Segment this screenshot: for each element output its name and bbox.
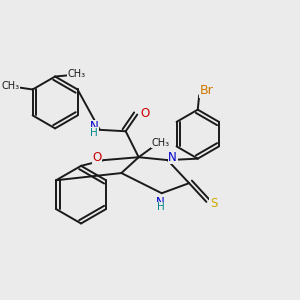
Text: N: N [156,196,165,209]
Text: Br: Br [200,84,213,98]
Text: N: N [168,151,177,164]
Text: H: H [157,202,164,212]
Text: CH₃: CH₃ [2,81,20,91]
Text: N: N [90,120,98,134]
Text: H: H [90,128,98,138]
Text: CH₃: CH₃ [67,69,85,79]
Text: O: O [92,151,101,164]
Text: CH₃: CH₃ [151,138,169,148]
Text: S: S [210,197,217,210]
Text: O: O [140,106,149,120]
